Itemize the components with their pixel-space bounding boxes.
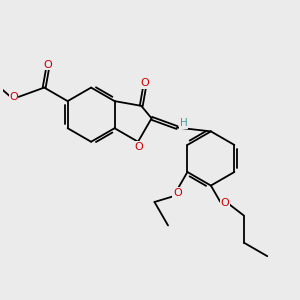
Text: O: O [134, 142, 143, 152]
Text: O: O [173, 188, 182, 198]
Text: O: O [43, 60, 52, 70]
Text: O: O [9, 92, 18, 102]
Text: H: H [180, 118, 188, 128]
Text: O: O [220, 199, 229, 208]
Text: O: O [141, 78, 149, 88]
